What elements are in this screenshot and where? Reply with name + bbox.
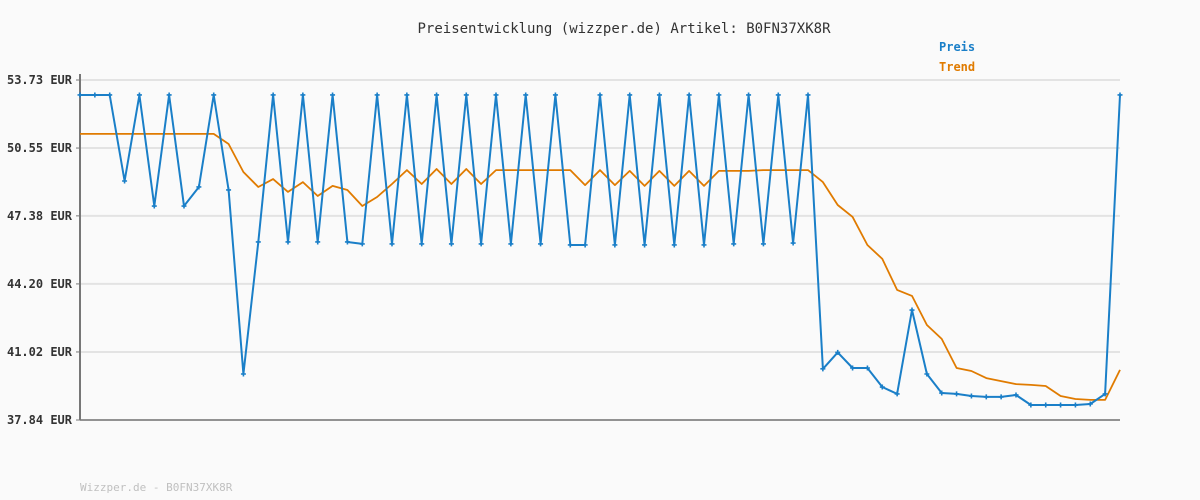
data-point <box>92 92 98 98</box>
data-point <box>136 92 142 98</box>
data-point <box>344 239 350 245</box>
data-point <box>716 92 722 98</box>
data-point <box>315 239 321 245</box>
data-point <box>1028 402 1034 408</box>
data-point <box>582 242 588 248</box>
data-point <box>226 187 232 193</box>
data-point <box>820 366 826 372</box>
footer-watermark: Wizzper.de - B0FN37XK8R <box>80 481 233 494</box>
data-point <box>746 92 752 98</box>
data-point <box>448 241 454 247</box>
legend-preis: Preis <box>939 40 975 54</box>
data-point <box>463 92 469 98</box>
data-point <box>983 394 989 400</box>
data-point <box>478 241 484 247</box>
series-trend <box>80 132 1121 401</box>
data-point <box>968 393 974 399</box>
data-point <box>523 92 529 98</box>
data-point <box>434 92 440 98</box>
data-point <box>285 239 291 245</box>
data-point <box>300 92 306 98</box>
series-group <box>77 92 1123 408</box>
line-trend <box>80 132 1121 401</box>
data-point <box>775 92 781 98</box>
data-point <box>790 240 796 246</box>
data-point <box>954 391 960 397</box>
data-point <box>1058 402 1064 408</box>
data-point <box>1117 92 1123 98</box>
data-point <box>597 92 603 98</box>
data-point <box>879 384 885 390</box>
data-point <box>389 241 395 247</box>
chart-title: Preisentwicklung (wizzper.de) Artikel: B… <box>417 21 831 37</box>
data-point <box>701 242 707 248</box>
data-point <box>359 241 365 247</box>
data-point <box>894 391 900 397</box>
data-point <box>567 242 573 248</box>
data-point <box>1087 401 1093 407</box>
y-axis-ticks: 37.84 EUR 41.02 EUR 44.20 EUR 47.38 EUR 50.5… <box>7 73 80 427</box>
data-point <box>77 92 83 98</box>
data-point <box>627 92 633 98</box>
data-point <box>612 242 618 248</box>
data-point <box>166 92 172 98</box>
data-point <box>122 178 128 184</box>
y-tick-label: 53.73 EUR <box>7 73 73 87</box>
data-point <box>671 242 677 248</box>
data-point <box>864 365 870 371</box>
data-point <box>642 242 648 248</box>
y-tick-label: 37.84 EUR <box>7 413 73 427</box>
data-point <box>240 371 246 377</box>
data-point <box>419 241 425 247</box>
data-point <box>255 239 261 245</box>
data-point <box>330 92 336 98</box>
y-tick-label: 41.02 EUR <box>7 345 73 359</box>
data-point <box>686 92 692 98</box>
data-point <box>107 92 113 98</box>
data-point <box>805 92 811 98</box>
data-point <box>924 371 930 377</box>
data-point <box>1072 402 1078 408</box>
data-point <box>493 92 499 98</box>
data-point <box>211 92 217 98</box>
data-point <box>181 203 187 209</box>
data-point <box>374 92 380 98</box>
data-point <box>909 307 915 313</box>
y-tick-label: 50.55 EUR <box>7 141 73 155</box>
data-point <box>731 241 737 247</box>
data-point <box>151 203 157 209</box>
data-point <box>850 365 856 371</box>
data-point <box>270 92 276 98</box>
data-point <box>939 390 945 396</box>
data-point <box>1043 402 1049 408</box>
data-point <box>196 184 202 190</box>
data-point <box>835 349 841 355</box>
data-point <box>508 241 514 247</box>
data-point <box>1102 391 1108 397</box>
legend-trend: Trend <box>939 60 975 74</box>
y-tick-label: 44.20 EUR <box>7 277 73 291</box>
series-preis <box>77 92 1123 408</box>
data-point <box>404 92 410 98</box>
data-point <box>656 92 662 98</box>
data-point <box>538 241 544 247</box>
data-point <box>552 92 558 98</box>
data-point <box>998 394 1004 400</box>
data-point <box>760 241 766 247</box>
data-point <box>1013 392 1019 398</box>
y-tick-label: 47.38 EUR <box>7 209 73 223</box>
legend: Preis Trend <box>939 40 975 74</box>
